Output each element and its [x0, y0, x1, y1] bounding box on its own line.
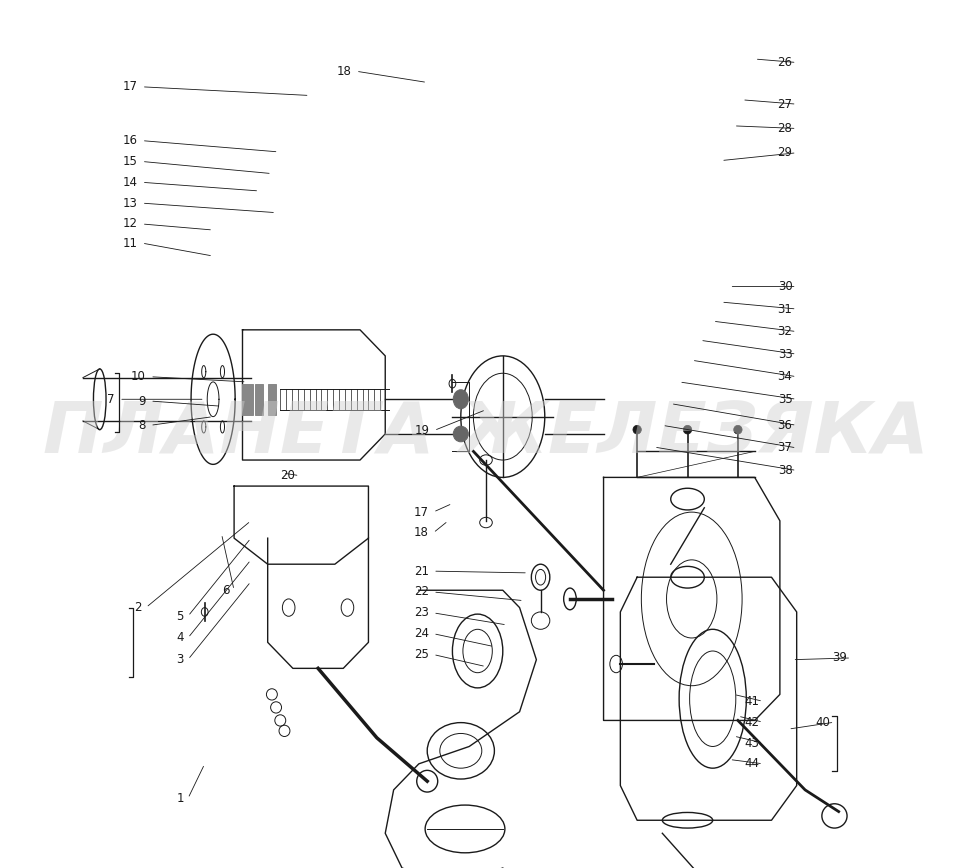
Text: 10: 10 [131, 371, 146, 383]
Text: 26: 26 [778, 56, 792, 69]
Ellipse shape [633, 425, 642, 434]
Text: 13: 13 [122, 197, 137, 209]
Text: 28: 28 [778, 122, 792, 135]
Text: 12: 12 [122, 218, 137, 230]
Ellipse shape [683, 425, 692, 434]
Text: 36: 36 [778, 419, 792, 431]
Text: 7: 7 [107, 393, 115, 405]
Text: 42: 42 [744, 716, 759, 728]
Text: 4: 4 [176, 632, 184, 644]
Text: 37: 37 [778, 442, 792, 454]
Text: 16: 16 [122, 135, 137, 147]
Text: 22: 22 [414, 586, 429, 598]
Text: 14: 14 [122, 176, 137, 188]
Text: 11: 11 [122, 237, 137, 249]
Text: 15: 15 [122, 155, 137, 168]
Ellipse shape [453, 390, 469, 409]
Text: 20: 20 [281, 470, 295, 482]
Text: 19: 19 [415, 424, 430, 437]
Text: 35: 35 [778, 393, 792, 405]
Text: 2: 2 [134, 602, 142, 614]
Text: 18: 18 [336, 65, 352, 77]
Text: 21: 21 [414, 565, 429, 577]
Text: 44: 44 [744, 758, 759, 770]
Text: 24: 24 [414, 628, 429, 640]
Ellipse shape [453, 426, 469, 442]
Text: 43: 43 [744, 737, 759, 749]
Text: 41: 41 [744, 695, 759, 707]
Text: 27: 27 [778, 98, 792, 110]
Text: 8: 8 [139, 419, 146, 431]
Text: 25: 25 [414, 648, 429, 661]
Text: ПЛАНЕТА ЖЕЛЕЗЯКА: ПЛАНЕТА ЖЕЛЕЗЯКА [43, 399, 929, 469]
Text: 3: 3 [176, 654, 184, 666]
Bar [255, 384, 263, 415]
Bar [267, 384, 276, 415]
Text: 29: 29 [778, 147, 792, 159]
Text: 9: 9 [138, 395, 146, 407]
Text: 17: 17 [414, 506, 429, 518]
Text: 40: 40 [816, 716, 830, 728]
Text: 38: 38 [778, 464, 792, 477]
Text: 5: 5 [176, 610, 184, 622]
Text: 31: 31 [778, 303, 792, 315]
Text: 1: 1 [176, 792, 184, 805]
Bar [242, 384, 253, 415]
Text: 30: 30 [778, 280, 792, 293]
Text: 32: 32 [778, 326, 792, 338]
Text: 33: 33 [778, 348, 792, 360]
Ellipse shape [734, 425, 742, 434]
Text: 17: 17 [122, 81, 137, 93]
Text: 23: 23 [414, 607, 429, 619]
Text: 34: 34 [778, 371, 792, 383]
Text: 18: 18 [414, 527, 429, 539]
Text: 39: 39 [832, 652, 847, 664]
Text: 6: 6 [223, 584, 230, 596]
